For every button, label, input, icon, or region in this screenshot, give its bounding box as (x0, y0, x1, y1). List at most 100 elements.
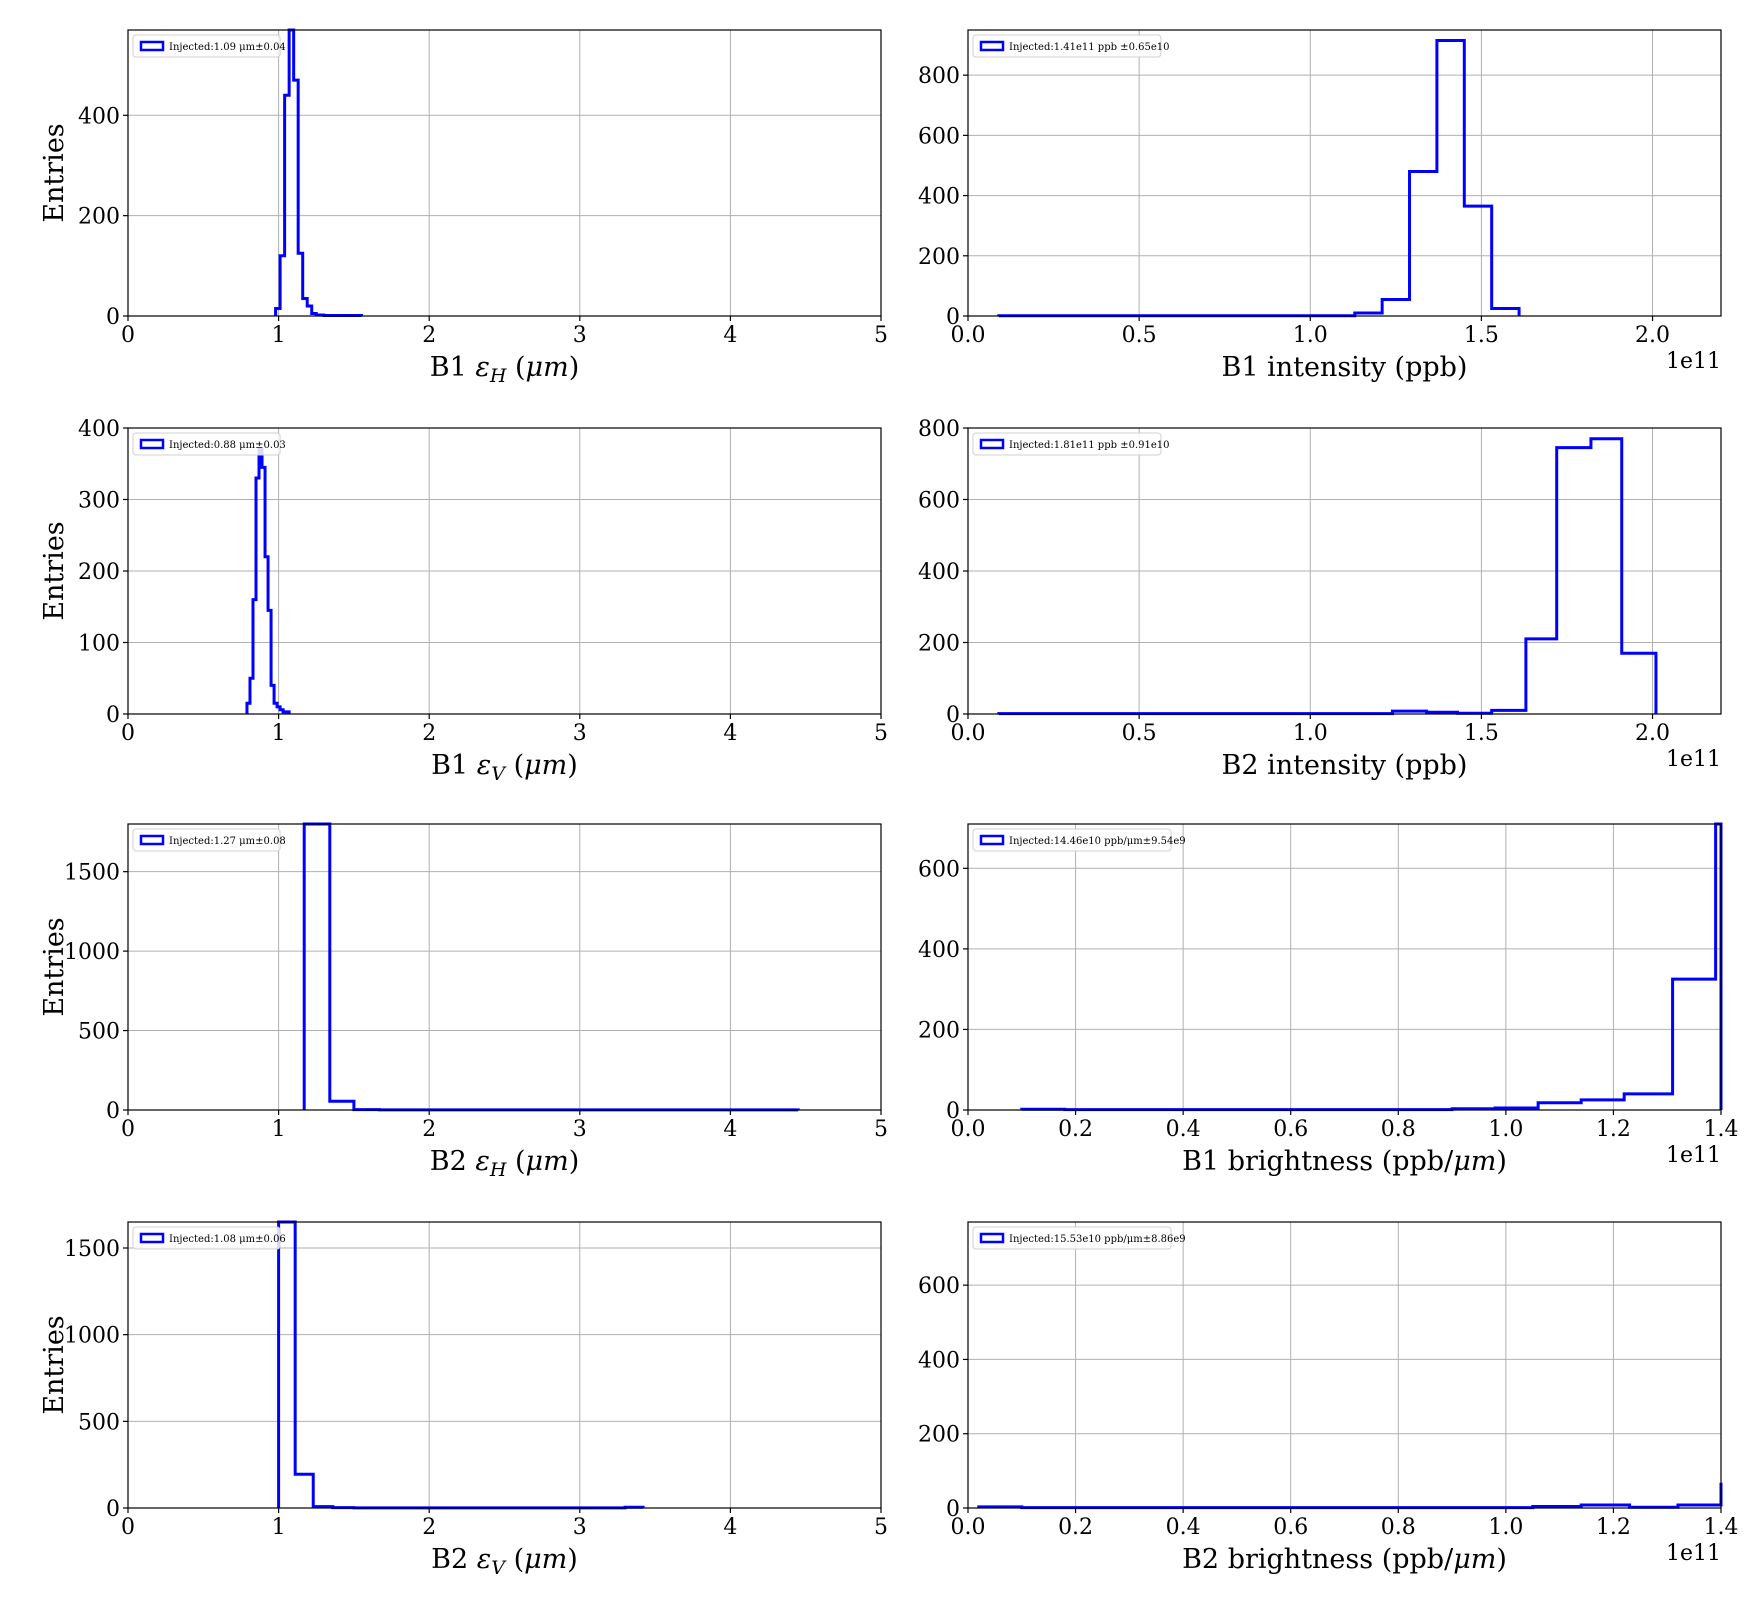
y-tick-label: 300 (78, 489, 120, 514)
y-axis-label: Entries (39, 917, 70, 1016)
x-tick-label: 0 (121, 323, 135, 348)
legend: Injected:15.53e10 ppb/μm±8.86e9 (972, 1226, 1186, 1250)
x-tick-label: 5 (874, 721, 888, 746)
x-tick-label: 5 (874, 323, 888, 348)
x-tick-label: 0.8 (1381, 1515, 1416, 1540)
x-axis-label: B2 εH (μm) (430, 1146, 580, 1181)
legend: Injected:0.88 μm±0.03 (132, 432, 286, 456)
y-tick-label: 400 (918, 938, 960, 963)
legend-box (132, 432, 281, 456)
y-tick-label: 400 (918, 1348, 960, 1373)
histogram-series (977, 1482, 1723, 1510)
y-tick-label: 600 (918, 1274, 960, 1299)
x-tick-label: 4 (723, 1117, 737, 1142)
y-tick-label: 1500 (64, 1237, 120, 1262)
x-tick-label: 2 (422, 721, 436, 746)
legend-swatch (139, 40, 165, 52)
legend-box (132, 828, 281, 852)
y-tick-label: 600 (918, 857, 960, 882)
x-offset-label: 1e11 (1666, 349, 1721, 374)
x-tick-label: 2 (422, 1515, 436, 1540)
legend-swatch (979, 834, 1005, 846)
y-tick-label: 600 (918, 489, 960, 514)
legend-box (972, 432, 1162, 456)
x-offset-label: 1e11 (1666, 747, 1721, 772)
legend-box (972, 1226, 1172, 1250)
x-tick-label: 0.4 (1166, 1117, 1201, 1142)
x-tick-label: 0.5 (1122, 323, 1157, 348)
y-tick-label: 400 (78, 417, 120, 442)
histogram-panel-7: 0 1 2 3 4 5 0 500 1000 1500 B2 εV (μm) Entries Injec… (39, 1220, 888, 1579)
legend: Injected:1.09 μm±0.04 (132, 34, 286, 58)
legend-label: Injected:1.27 μm±0.08 (169, 836, 286, 847)
x-axis-label: B2 intensity (ppb) (1222, 750, 1468, 781)
legend: Injected:1.41e11 ppb ±0.65e10 (972, 34, 1169, 58)
legend-box (972, 828, 1172, 852)
y-tick-label: 100 (78, 632, 120, 657)
histogram-panel-2: 0.0 0.5 1.0 1.5 2.0 0 200 400 600 800 B1 intensity… (918, 29, 1722, 383)
legend-swatch (979, 1232, 1005, 1244)
x-tick-label: 0 (121, 1117, 135, 1142)
legend-label: Injected:14.46e10 ppb/μm±9.54e9 (1009, 836, 1186, 847)
histogram-series (997, 39, 1521, 318)
legend-swatch (139, 438, 165, 450)
x-tick-label: 4 (723, 323, 737, 348)
y-tick-label: 200 (78, 560, 120, 585)
x-tick-label: 1.4 (1704, 1117, 1739, 1142)
y-tick-label: 0 (106, 305, 120, 330)
x-tick-label: 3 (573, 721, 587, 746)
x-tick-label: 1.0 (1293, 323, 1328, 348)
x-tick-label: 0 (121, 1515, 135, 1540)
y-tick-label: 200 (78, 205, 120, 230)
legend-label: Injected:0.88 μm±0.03 (169, 440, 286, 451)
x-tick-label: 0.0 (951, 1117, 986, 1142)
histogram-series (245, 447, 291, 714)
x-tick-label: 0.6 (1273, 1515, 1308, 1540)
legend-label: Injected:15.53e10 ppb/μm±8.86e9 (1009, 1234, 1186, 1245)
x-axis-label: B1 intensity (ppb) (1222, 352, 1468, 383)
axes-frame (127, 1221, 882, 1509)
y-axis-label: Entries (39, 521, 70, 620)
legend: Injected:1.81e11 ppb ±0.91e10 (972, 432, 1169, 456)
y-tick-label: 400 (918, 185, 960, 210)
y-tick-label: 200 (918, 1018, 960, 1043)
legend: Injected:14.46e10 ppb/μm±9.54e9 (972, 828, 1186, 852)
x-tick-label: 1.5 (1464, 721, 1499, 746)
axes-frame (967, 29, 1722, 317)
histogram-panel-5: 0 1 2 3 4 5 0 500 1000 1500 B2 εH (μm) Entries Injec… (39, 822, 888, 1181)
axes-frame (127, 823, 882, 1111)
x-tick-label: 5 (874, 1515, 888, 1540)
y-tick-label: 800 (918, 64, 960, 89)
y-tick-label: 200 (918, 245, 960, 270)
y-tick-label: 0 (946, 1497, 960, 1522)
y-tick-label: 0 (946, 305, 960, 330)
y-tick-label: 0 (946, 1099, 960, 1124)
x-tick-label: 0 (121, 721, 135, 746)
histogram-series (277, 1220, 645, 1510)
axes-frame (127, 29, 882, 317)
y-tick-label: 200 (918, 632, 960, 657)
x-tick-label: 3 (573, 1117, 587, 1142)
legend-swatch (139, 834, 165, 846)
y-tick-label: 500 (78, 1020, 120, 1045)
x-tick-label: 4 (723, 1515, 737, 1540)
y-tick-label: 600 (918, 124, 960, 149)
y-axis-label: Entries (39, 1315, 70, 1414)
legend-label: Injected:1.08 μm±0.06 (169, 1234, 286, 1245)
x-tick-label: 0.2 (1058, 1515, 1093, 1540)
histogram-panel-6: 0.0 0.2 0.4 0.6 0.8 1.0 1.2 1.4 0 200 400 600 B1 bri… (918, 822, 1739, 1177)
x-tick-label: 0.0 (951, 1515, 986, 1540)
axes-frame (967, 1221, 1722, 1509)
x-tick-label: 1.2 (1596, 1117, 1631, 1142)
x-axis-label: B1 εH (μm) (430, 352, 580, 387)
y-tick-label: 400 (918, 560, 960, 585)
x-tick-label: 1.0 (1488, 1117, 1523, 1142)
histogram-panel-8: 0.0 0.2 0.4 0.6 0.8 1.0 1.2 1.4 0 200 400 600 B2 bri… (918, 1221, 1739, 1575)
y-tick-label: 0 (106, 1497, 120, 1522)
x-tick-label: 3 (573, 1515, 587, 1540)
y-tick-label: 1000 (64, 1324, 120, 1349)
x-tick-label: 1.4 (1704, 1515, 1739, 1540)
x-tick-label: 1.0 (1488, 1515, 1523, 1540)
x-tick-label: 1 (272, 323, 286, 348)
